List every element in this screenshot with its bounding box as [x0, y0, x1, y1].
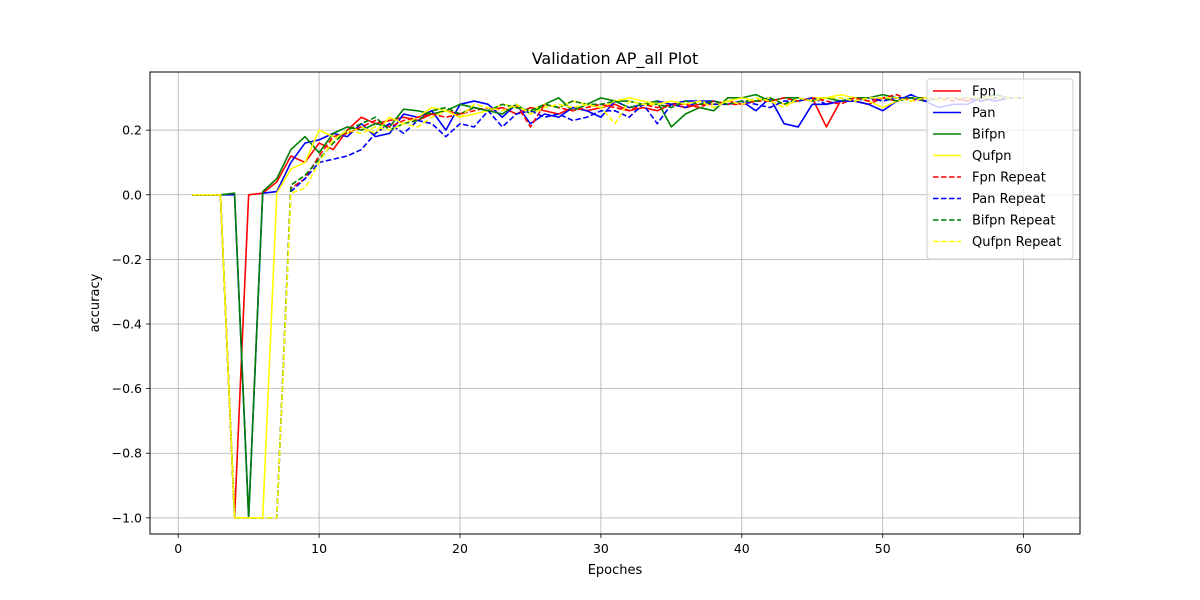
- legend-label: Pan: [972, 106, 995, 121]
- y-tick-label: −0.8: [112, 446, 142, 461]
- y-tick-label: 0.2: [122, 123, 142, 138]
- legend-box: [926, 78, 1074, 260]
- x-tick-label: 20: [452, 541, 468, 556]
- legend: Fpn Pan Bifpn Qufpn Fpn Repeat Pan Repeat Bifp…: [926, 78, 1074, 260]
- legend-label: Bifpn: [972, 128, 1006, 143]
- legend-label: Qufpn Repeat: [972, 235, 1061, 250]
- y-tick-label: −1.0: [112, 510, 142, 525]
- series-line-3: [192, 93, 1024, 519]
- x-tick-label: 50: [875, 541, 891, 556]
- legend-label: Qufpn: [972, 149, 1012, 164]
- series-line-1: [192, 97, 1024, 519]
- y-tick-label: −0.6: [112, 381, 142, 396]
- x-tick-label: 10: [311, 541, 327, 556]
- series-line-8: [192, 97, 1024, 519]
- axis-ticks: 0 10 20 30 40 50 60 −1.0 −0.8 −0.6 −0.4 −0.2 0.0 0.2: [112, 123, 1032, 556]
- series-line-4: [192, 93, 1024, 519]
- x-tick-label: 0: [174, 541, 182, 556]
- x-tick-label: 40: [734, 541, 750, 556]
- series-line-5: [192, 93, 1024, 519]
- legend-label: Fpn: [972, 85, 996, 100]
- x-tick-label: 30: [593, 541, 609, 556]
- series-lines: [192, 93, 1024, 519]
- legend-label: Bifpn Repeat: [972, 214, 1056, 229]
- series-line-6: [192, 97, 1024, 519]
- series-line-7: [192, 93, 1024, 519]
- legend-label: Pan Repeat: [972, 192, 1045, 207]
- legend-label: Fpn Repeat: [972, 171, 1046, 186]
- y-tick-label: −0.4: [112, 317, 142, 332]
- grid: [150, 72, 1080, 534]
- y-tick-label: −0.2: [112, 252, 142, 267]
- y-tick-label: 0.0: [122, 187, 142, 202]
- x-axis-title: Epoches: [588, 563, 643, 578]
- y-axis-title: accuracy: [88, 273, 103, 332]
- chart-title: Validation AP_all Plot: [532, 49, 699, 69]
- x-tick-label: 60: [1016, 541, 1032, 556]
- plot-frame: [149, 71, 1081, 535]
- series-line-2: [192, 93, 1024, 519]
